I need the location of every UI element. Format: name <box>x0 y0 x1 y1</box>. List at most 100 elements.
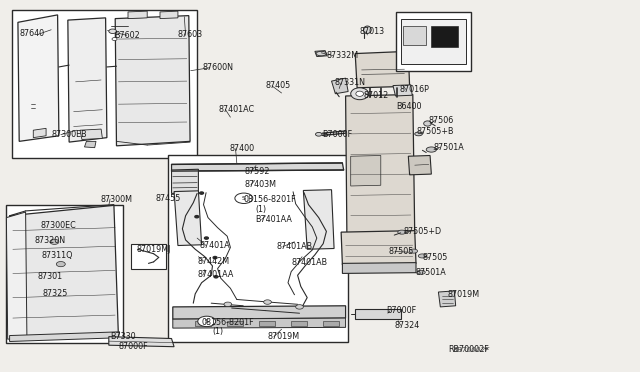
Text: 87442M: 87442M <box>197 257 229 266</box>
Circle shape <box>296 305 303 309</box>
Text: 87505: 87505 <box>422 253 448 262</box>
Text: 87400: 87400 <box>229 144 254 153</box>
Text: 87505: 87505 <box>388 247 414 256</box>
Text: 87012: 87012 <box>364 92 388 100</box>
Text: 87000F: 87000F <box>118 342 148 351</box>
Polygon shape <box>342 263 416 273</box>
Ellipse shape <box>417 270 426 275</box>
Polygon shape <box>10 205 118 340</box>
Bar <box>131 244 166 269</box>
Bar <box>323 321 339 326</box>
Polygon shape <box>160 11 178 19</box>
Ellipse shape <box>398 230 406 234</box>
Text: 87401AC: 87401AC <box>219 105 255 114</box>
Circle shape <box>198 316 216 327</box>
Polygon shape <box>33 128 46 138</box>
Ellipse shape <box>316 51 326 56</box>
Bar <box>291 321 307 326</box>
Text: 87301: 87301 <box>37 272 62 280</box>
Text: 87403M: 87403M <box>244 180 276 189</box>
Text: B7000F: B7000F <box>322 130 352 139</box>
Text: S: S <box>204 319 208 324</box>
Polygon shape <box>408 155 431 175</box>
Circle shape <box>200 192 204 194</box>
Polygon shape <box>109 337 174 347</box>
Circle shape <box>213 257 217 259</box>
Ellipse shape <box>415 132 422 136</box>
Bar <box>227 321 243 326</box>
Polygon shape <box>346 94 415 234</box>
Polygon shape <box>172 169 198 193</box>
Text: B7401AA: B7401AA <box>255 215 292 224</box>
Circle shape <box>224 302 232 307</box>
Text: 87013: 87013 <box>360 27 385 36</box>
Bar <box>195 321 211 326</box>
Circle shape <box>264 300 271 304</box>
Bar <box>259 321 275 326</box>
Polygon shape <box>80 129 102 140</box>
Circle shape <box>205 237 209 239</box>
Bar <box>431 26 458 46</box>
Polygon shape <box>438 291 456 307</box>
Polygon shape <box>84 141 96 148</box>
Text: 87401AB: 87401AB <box>292 258 328 267</box>
Ellipse shape <box>364 26 371 33</box>
Polygon shape <box>128 11 147 19</box>
Text: 08156-8201F: 08156-8201F <box>202 318 254 327</box>
Text: 87405: 87405 <box>266 81 291 90</box>
Circle shape <box>195 215 198 218</box>
Text: 87401AB: 87401AB <box>276 242 312 251</box>
Text: 87019M: 87019M <box>447 290 479 299</box>
Text: 87501A: 87501A <box>415 268 446 277</box>
Text: (1): (1) <box>212 327 223 336</box>
Text: 87325: 87325 <box>43 289 68 298</box>
Bar <box>396 12 471 71</box>
Polygon shape <box>393 85 412 96</box>
Circle shape <box>112 38 117 41</box>
Polygon shape <box>303 190 334 249</box>
Text: 87311Q: 87311Q <box>42 251 73 260</box>
Text: 87332M: 87332M <box>326 51 358 60</box>
Text: 87401AA: 87401AA <box>197 270 234 279</box>
Text: B7000F: B7000F <box>387 307 417 315</box>
Text: 87331N: 87331N <box>335 78 365 87</box>
Text: 87016P: 87016P <box>399 85 429 94</box>
Polygon shape <box>401 19 466 64</box>
Text: 87501A: 87501A <box>433 143 464 152</box>
Polygon shape <box>173 318 346 328</box>
Polygon shape <box>341 231 416 265</box>
Polygon shape <box>174 191 202 246</box>
Text: 87324: 87324 <box>394 321 419 330</box>
Text: 87401A: 87401A <box>200 241 230 250</box>
Ellipse shape <box>410 249 418 253</box>
Text: RB70002F: RB70002F <box>453 347 490 353</box>
Bar <box>12 10 197 158</box>
Text: 87320N: 87320N <box>35 236 66 245</box>
Ellipse shape <box>419 254 427 258</box>
Ellipse shape <box>316 132 322 136</box>
Ellipse shape <box>424 121 431 126</box>
Text: 87640: 87640 <box>19 29 44 38</box>
Ellipse shape <box>351 88 369 100</box>
Text: S: S <box>241 196 245 201</box>
Text: 87600N: 87600N <box>202 63 233 72</box>
Circle shape <box>50 239 59 244</box>
Circle shape <box>109 29 116 33</box>
Text: 87455: 87455 <box>156 194 181 203</box>
Polygon shape <box>115 16 190 146</box>
Text: 87505+D: 87505+D <box>404 227 442 236</box>
Circle shape <box>235 193 253 203</box>
Text: 08156-8201F: 08156-8201F <box>244 195 296 203</box>
Text: B7602: B7602 <box>114 31 140 40</box>
Text: B6400: B6400 <box>396 102 422 111</box>
Polygon shape <box>18 15 59 141</box>
Text: 87300M: 87300M <box>100 195 132 203</box>
Bar <box>6 205 123 343</box>
Text: 87506: 87506 <box>429 116 454 125</box>
Text: RB70002F: RB70002F <box>449 345 490 354</box>
Ellipse shape <box>426 147 436 152</box>
Bar <box>403 26 426 45</box>
Polygon shape <box>355 51 410 88</box>
Bar <box>355 309 401 319</box>
Text: 87592: 87592 <box>244 167 270 176</box>
